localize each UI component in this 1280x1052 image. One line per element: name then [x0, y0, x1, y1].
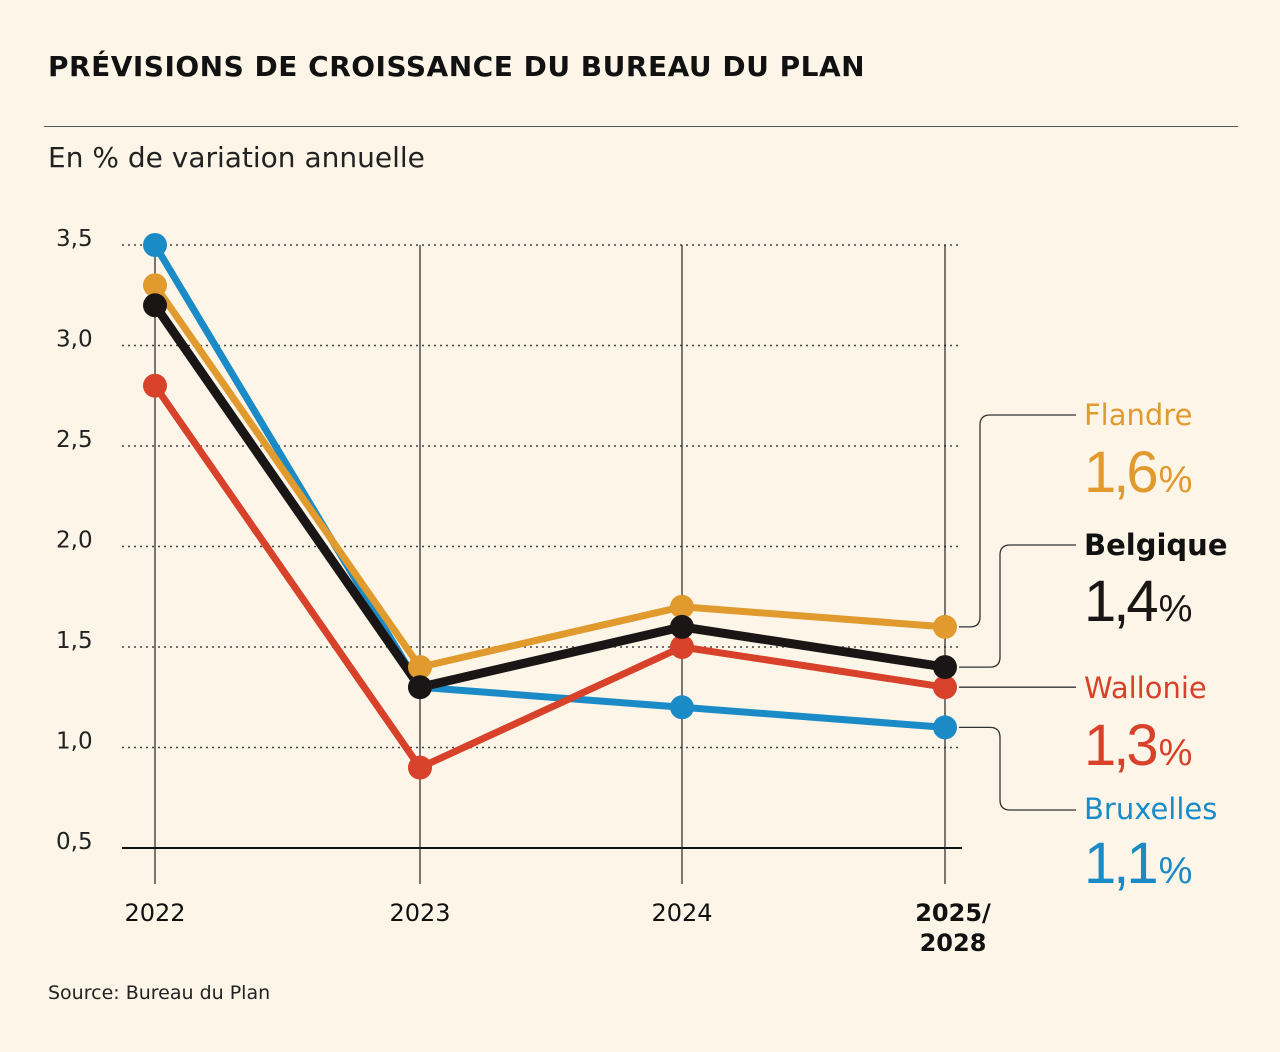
- data-point-flandre: [408, 655, 432, 680]
- series-line-bruxelles: [151, 241, 949, 731]
- title-divider: [44, 126, 1238, 127]
- x-tick-label: 2024: [651, 899, 712, 927]
- data-point-wallonie: [670, 635, 694, 659]
- series-label-bruxelles: Bruxelles: [1084, 792, 1217, 826]
- x-tick-label: 2025/: [915, 899, 991, 927]
- data-point-belgique: [408, 675, 432, 700]
- x-tick-label: 2023: [389, 899, 450, 927]
- data-point-wallonie: [933, 675, 957, 700]
- leader-line-bruxelles: [959, 726, 1076, 811]
- series-label-belgique: Belgique: [1084, 528, 1228, 562]
- chart-subtitle: En % de variation annuelle: [48, 141, 425, 174]
- data-point-wallonie: [408, 755, 432, 780]
- leader-line-belgique: [959, 544, 1076, 668]
- data-point-flandre: [933, 614, 957, 639]
- x-tick-label: 2022: [124, 899, 185, 927]
- series-line-flandre: [151, 281, 949, 671]
- series-line-belgique: [150, 300, 950, 692]
- chart-title: PRÉVISIONS DE CROISSANCE DU BUREAU DU PL…: [48, 50, 866, 83]
- x-tick-label: 2028: [920, 929, 987, 957]
- y-tick-label: 1,0: [56, 729, 93, 755]
- series-value-flandre: 1,6%: [1084, 440, 1192, 505]
- series-value-bruxelles: 1,1%: [1084, 831, 1192, 896]
- series-label-flandre: Flandre: [1084, 398, 1192, 432]
- data-point-flandre: [670, 594, 694, 619]
- leader-line-flandre: [959, 414, 1076, 628]
- y-tick-label: 3,0: [56, 327, 93, 353]
- data-point-bruxelles: [670, 695, 694, 720]
- data-point-belgique: [933, 655, 957, 680]
- y-tick-label: 3,5: [56, 226, 93, 252]
- source-note: Source: Bureau du Plan: [48, 982, 271, 1004]
- series-value-wallonie: 1,3%: [1084, 713, 1192, 778]
- series-label-wallonie: Wallonie: [1084, 671, 1207, 705]
- y-tick-label: 2,0: [56, 528, 93, 554]
- data-point-wallonie: [143, 373, 167, 398]
- data-point-belgique: [670, 614, 694, 639]
- data-point-flandre: [143, 273, 167, 298]
- data-point-bruxelles: [143, 233, 167, 257]
- y-tick-label: 2,5: [56, 427, 93, 453]
- y-tick-label: 0,5: [56, 829, 93, 855]
- data-point-belgique: [143, 293, 167, 318]
- series-value-belgique: 1,4%: [1084, 569, 1192, 634]
- y-tick-label: 1,5: [56, 628, 93, 654]
- series-line-wallonie: [151, 382, 949, 772]
- data-point-bruxelles: [933, 715, 957, 740]
